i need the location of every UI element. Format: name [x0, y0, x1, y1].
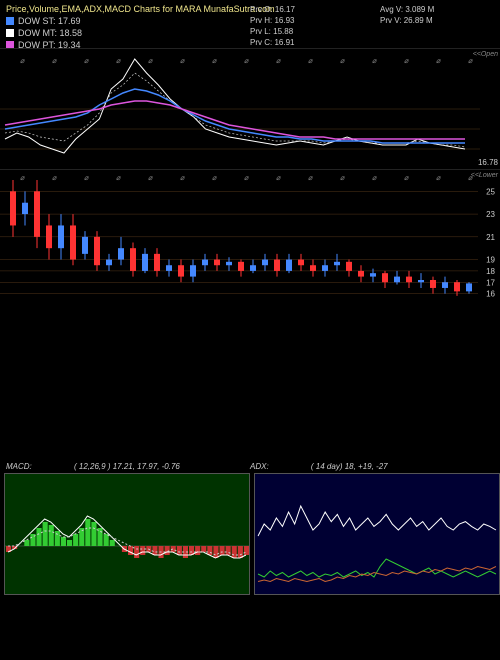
- svg-text:⌀: ⌀: [52, 58, 57, 65]
- svg-text:⌀: ⌀: [20, 175, 25, 182]
- ema-chart: ⌀ ⌀ ⌀ ⌀ ⌀ ⌀ ⌀ ⌀ ⌀ ⌀ ⌀ ⌀ ⌀ ⌀ ⌀: [0, 49, 500, 169]
- svg-text:21: 21: [486, 233, 495, 242]
- sub-panels-row: [0, 473, 500, 595]
- panel1-right-label: 16.78: [478, 158, 498, 167]
- svg-text:⌀: ⌀: [436, 58, 441, 65]
- ema-panel: <<Open ⌀ ⌀ ⌀ ⌀ ⌀ ⌀ ⌀ ⌀ ⌀ ⌀ ⌀ ⌀ ⌀ ⌀ ⌀ 16.78: [0, 48, 500, 169]
- macd-label: MACD:: [6, 462, 32, 471]
- panel1-corner: <<Open: [473, 51, 498, 58]
- adx-chart: [255, 474, 499, 594]
- svg-text:17: 17: [486, 278, 495, 287]
- svg-text:⌀: ⌀: [84, 175, 89, 182]
- svg-text:⌀: ⌀: [244, 175, 249, 182]
- spacer: [0, 310, 500, 460]
- svg-text:⌀: ⌀: [340, 58, 345, 65]
- panel2-corner: <<Lower: [471, 172, 498, 179]
- svg-text:⌀: ⌀: [116, 58, 121, 65]
- svg-text:⌀: ⌀: [20, 58, 25, 65]
- svg-text:⌀: ⌀: [212, 58, 217, 65]
- svg-text:⌀: ⌀: [436, 175, 441, 182]
- svg-text:⌀: ⌀: [276, 175, 281, 182]
- svg-text:⌀: ⌀: [212, 175, 217, 182]
- prev-ohlc-info: Prv O: 16.17 Prv H: 16.93 Prv L: 15.88 P…: [250, 4, 295, 48]
- adx-values: ( 14 day) 18, +19, -27: [311, 462, 388, 471]
- svg-text:⌀: ⌀: [116, 175, 121, 182]
- svg-text:⌀: ⌀: [404, 58, 409, 65]
- svg-text:18: 18: [486, 267, 495, 276]
- svg-text:25: 25: [486, 187, 495, 196]
- svg-text:19: 19: [486, 256, 495, 265]
- svg-text:⌀: ⌀: [308, 58, 313, 65]
- chart-header: Price,Volume,EMA,ADX,MACD Charts for MAR…: [0, 0, 500, 48]
- svg-text:⌀: ⌀: [148, 58, 153, 65]
- candlestick-chart: 25232119181716⌀⌀⌀⌀⌀⌀⌀⌀⌀⌀⌀⌀⌀⌀⌀: [0, 170, 500, 310]
- svg-text:⌀: ⌀: [372, 175, 377, 182]
- macd-chart: [5, 474, 249, 594]
- svg-text:⌀: ⌀: [84, 58, 89, 65]
- svg-text:⌀: ⌀: [244, 58, 249, 65]
- svg-text:⌀: ⌀: [180, 175, 185, 182]
- adx-label: ADX:: [250, 462, 269, 471]
- volume-info: Avg V: 3.089 M Prv V: 26.89 M: [380, 4, 434, 26]
- svg-text:⌀: ⌀: [404, 175, 409, 182]
- svg-text:⌀: ⌀: [308, 175, 313, 182]
- svg-text:⌀: ⌀: [180, 58, 185, 65]
- svg-text:23: 23: [486, 210, 495, 219]
- svg-text:⌀: ⌀: [52, 175, 57, 182]
- svg-text:⌀: ⌀: [340, 175, 345, 182]
- macd-values: ( 12,26,9 ) 17.21, 17.97, -0.76: [74, 462, 180, 471]
- svg-text:⌀: ⌀: [148, 175, 153, 182]
- svg-text:16: 16: [486, 290, 495, 299]
- candlestick-panel: <<Lower 25232119181716⌀⌀⌀⌀⌀⌀⌀⌀⌀⌀⌀⌀⌀⌀⌀: [0, 169, 500, 310]
- svg-text:⌀: ⌀: [468, 58, 473, 65]
- svg-text:⌀: ⌀: [276, 58, 281, 65]
- svg-text:⌀: ⌀: [372, 58, 377, 65]
- sub-header-row: MACD: ( 12,26,9 ) 17.21, 17.97, -0.76 AD…: [0, 460, 500, 473]
- macd-panel: [4, 473, 250, 595]
- adx-panel: [254, 473, 500, 595]
